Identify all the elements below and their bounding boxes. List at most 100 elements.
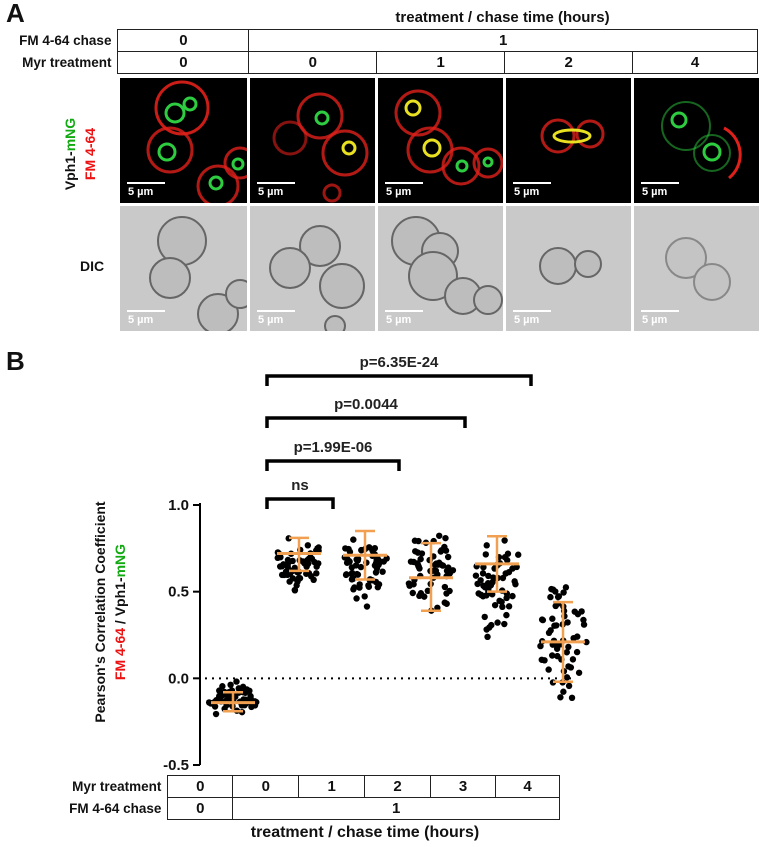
data-point (569, 656, 577, 663)
data-point (212, 710, 220, 718)
data-point (411, 537, 419, 544)
fluor-image-2: 5 µm (250, 78, 375, 203)
fluor-cells-5 (661, 101, 742, 180)
data-point (475, 590, 482, 597)
data-point (308, 572, 315, 580)
data-point (498, 598, 505, 606)
data-point (350, 536, 357, 543)
data-point (442, 547, 450, 554)
data-point (509, 592, 516, 600)
data-point (442, 534, 449, 542)
data-point (303, 563, 310, 570)
y-tick-label: -0.5 (163, 757, 189, 774)
scale-text: 5 µm (258, 186, 284, 198)
data-point (554, 593, 562, 601)
scale-text: 5 µm (514, 314, 540, 326)
data-point (499, 603, 506, 611)
data-point (365, 583, 373, 590)
row-label: FM 4-64 chase (69, 801, 162, 816)
scale-text: 5 µm (128, 314, 154, 326)
dic-image-2: 5 µm (250, 206, 375, 331)
scale-text: 5 µm (514, 186, 540, 198)
data-point (280, 561, 287, 568)
dic-image-4: 5 µm (506, 206, 631, 331)
data-point (482, 551, 489, 558)
scale-bar (127, 182, 165, 184)
data-point (409, 589, 416, 597)
data-point (286, 570, 294, 578)
data-point (216, 692, 223, 700)
significance-bracket (265, 459, 401, 471)
data-point (549, 615, 556, 622)
scale-bar (641, 310, 679, 312)
data-point (358, 547, 365, 554)
data-point (313, 570, 320, 577)
data-point (545, 629, 553, 637)
data-point (565, 643, 572, 651)
scale-bar (385, 182, 423, 184)
data-point (538, 616, 546, 623)
scale-text: 5 µm (642, 314, 668, 326)
scale-bar (257, 310, 295, 312)
data-point (480, 563, 487, 571)
data-point (405, 580, 413, 587)
panel-a-row-fm-chase: FM 4-64 chase 0 1 (0, 29, 758, 52)
scale-bar (257, 182, 295, 184)
significance-label: p=0.0044 (334, 396, 398, 413)
panel-a-condition-table: FM 4-64 chase 0 1 Myr treatment 0 0 1 2 … (0, 29, 758, 74)
data-point (434, 604, 441, 612)
dic-cells-5 (665, 237, 731, 301)
data-point (348, 569, 356, 577)
data-point (444, 553, 452, 561)
data-point (352, 562, 360, 569)
data-point (286, 578, 293, 585)
data-point (304, 542, 312, 549)
data-point (308, 555, 316, 562)
significance-bracket (265, 416, 467, 428)
data-point (557, 694, 564, 701)
data-point (491, 601, 499, 609)
data-point (472, 572, 480, 579)
data-point (216, 687, 223, 694)
data-point (501, 537, 508, 544)
cell: 0 (167, 775, 234, 798)
panel-a-row-myr: Myr treatment 0 0 1 2 4 (0, 51, 758, 74)
data-point (441, 599, 448, 606)
scale-text: 5 µm (258, 314, 284, 326)
data-point (291, 587, 299, 594)
significance-bracket (265, 374, 533, 386)
data-point (227, 681, 234, 689)
data-point (515, 551, 522, 558)
data-point (537, 642, 544, 650)
y-tick-label: 0.0 (168, 670, 189, 687)
cell: 3 (430, 775, 496, 798)
cell: 0 (167, 797, 234, 820)
data-point (348, 576, 356, 583)
data-point (410, 558, 417, 566)
data-point (474, 580, 481, 588)
data-point (479, 570, 487, 577)
data-point (483, 542, 490, 549)
data-point (280, 571, 288, 579)
data-point (509, 565, 516, 572)
dic-cells-1 (149, 216, 247, 331)
row-label: FM 4-64 chase (19, 33, 112, 48)
data-point (553, 645, 561, 652)
dic-image-1: 5 µm (120, 206, 247, 331)
fluor-image-1: 5 µm (120, 78, 247, 203)
y-tick-label: 0.5 (168, 584, 189, 601)
data-point (357, 563, 365, 571)
data-point (299, 558, 307, 565)
fluor-cells-1 (146, 80, 247, 203)
scale-bar (385, 310, 423, 312)
fluor-image-4: 5 µm (506, 78, 631, 203)
panel-b-condition-table: Myr treatment 0 0 1 2 3 4 FM 4-64 chase … (0, 775, 561, 820)
data-point (346, 558, 353, 565)
data-point (541, 657, 548, 664)
significance-label: p=6.35E-24 (360, 354, 439, 371)
data-point (424, 587, 432, 595)
significance-label: p=1.99E-06 (294, 439, 373, 456)
scale-text: 5 µm (386, 314, 412, 326)
data-point (233, 678, 240, 685)
